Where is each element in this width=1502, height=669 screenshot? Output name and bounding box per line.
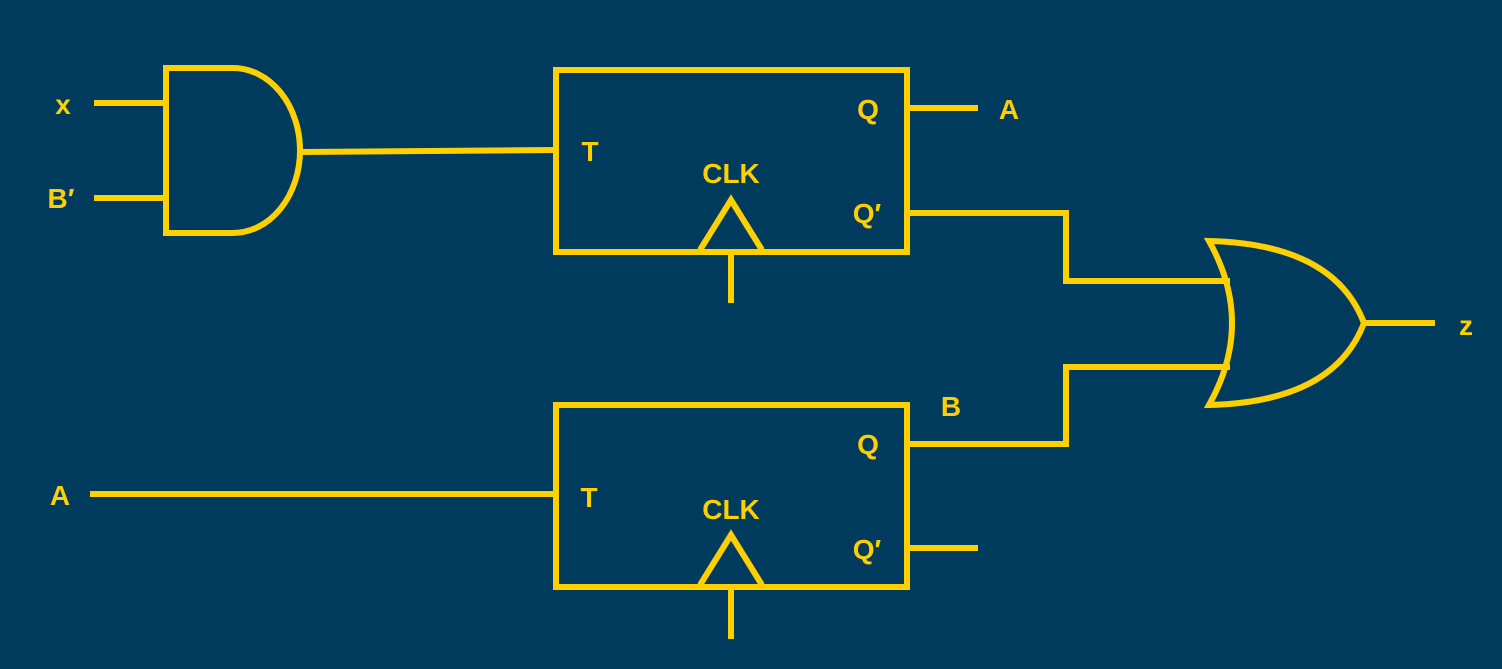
output-z-label: z xyxy=(1459,310,1473,341)
flip-flop-a-q-label: Q xyxy=(857,94,879,125)
flip-flop-a-clock-triangle xyxy=(697,194,765,252)
flip-flop-b-q-label: Q xyxy=(857,429,879,460)
flip-flop-b-clock-triangle xyxy=(697,529,765,587)
and-to-t-wire xyxy=(299,147,557,155)
flip-flop-a-t-label: T xyxy=(581,136,598,167)
and-gate xyxy=(163,65,303,236)
output-a-label: A xyxy=(999,94,1019,125)
flip-flop-a-clk-label: CLK xyxy=(702,158,760,189)
flip-flop-a-q-prime-label: Q′ xyxy=(853,198,882,229)
input-x-label: x xyxy=(55,89,71,120)
flip-flop-b-clk-label: CLK xyxy=(702,494,760,525)
flip-flop-b-t-label: T xyxy=(580,482,597,513)
or-gate xyxy=(1203,237,1368,409)
input-a-label: A xyxy=(50,480,70,511)
flip-flop-a-q-prime-wire xyxy=(907,210,1230,284)
flip-flop-b-q-prime-label: Q′ xyxy=(853,534,882,565)
flip-flop-b-q-wire xyxy=(907,364,1230,447)
output-b-label: B xyxy=(941,391,961,422)
input-b-prime-label: B′ xyxy=(48,183,75,214)
